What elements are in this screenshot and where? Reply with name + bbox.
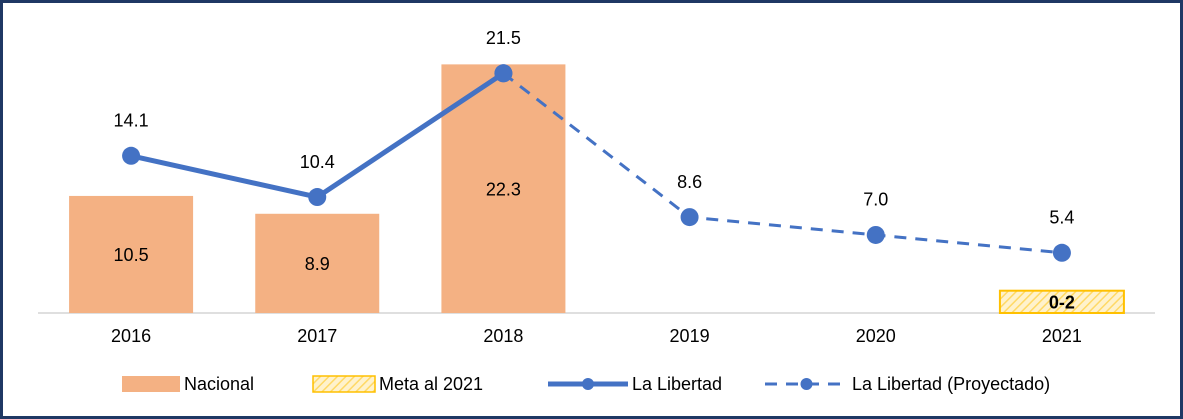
x-tick-label: 2017 bbox=[297, 326, 337, 346]
legend-marker bbox=[800, 378, 813, 390]
line bbox=[502, 72, 1063, 255]
legend-marker bbox=[582, 378, 594, 390]
legend-label: Meta al 2021 bbox=[379, 374, 483, 394]
legend-label: Nacional bbox=[184, 374, 254, 394]
x-tick-label: 2016 bbox=[111, 326, 151, 346]
x-tick-label: 2021 bbox=[1042, 326, 1082, 346]
x-tick-label: 2020 bbox=[856, 326, 896, 346]
marker bbox=[866, 225, 885, 244]
data-label: 7.0 bbox=[863, 190, 888, 210]
legend-swatch bbox=[122, 376, 180, 392]
x-tick-label: 2019 bbox=[670, 326, 710, 346]
x-tick-label: 2018 bbox=[483, 326, 523, 346]
legend-label: La Libertad bbox=[632, 374, 722, 394]
legend-swatch bbox=[312, 375, 376, 393]
data-label: 21.5 bbox=[486, 28, 521, 48]
legend-label: La Libertad (Proyectado) bbox=[852, 374, 1050, 394]
marker bbox=[122, 146, 141, 165]
data-label: 8.9 bbox=[305, 254, 330, 274]
data-label: 0-2 bbox=[1049, 293, 1075, 313]
data-label: 14.1 bbox=[114, 111, 149, 131]
data-label: 10.5 bbox=[114, 245, 149, 265]
marker bbox=[308, 188, 327, 207]
bar bbox=[998, 289, 1125, 314]
data-label: 10.4 bbox=[300, 152, 335, 172]
data-label: 8.6 bbox=[677, 172, 702, 192]
data-label: 5.4 bbox=[1049, 208, 1074, 228]
data-label: 22.3 bbox=[486, 179, 521, 199]
bar bbox=[255, 213, 380, 313]
marker bbox=[680, 208, 699, 227]
bar bbox=[69, 195, 194, 313]
marker bbox=[1052, 243, 1071, 262]
marker bbox=[494, 64, 513, 83]
